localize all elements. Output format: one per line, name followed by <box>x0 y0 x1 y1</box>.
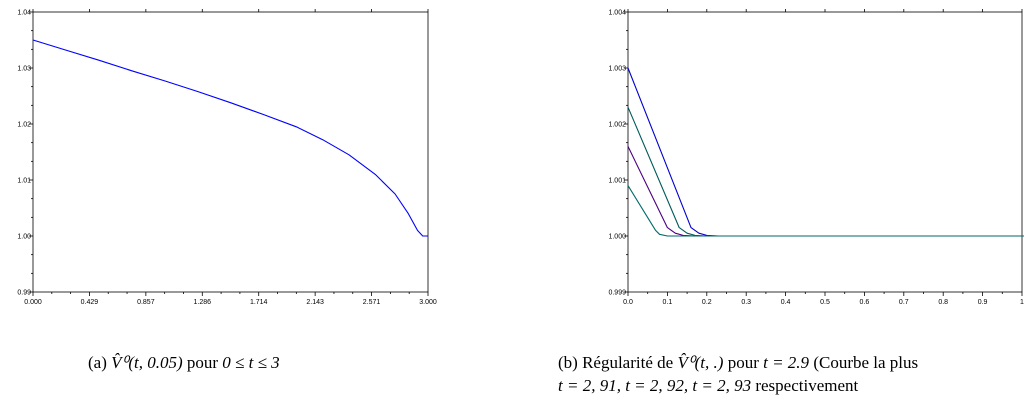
caption-a-label: (a) <box>88 353 107 372</box>
chart-a: 0.000 0.429 0.857 1.286 1.714 2.143 2.571 3.000… <box>17 9 437 306</box>
y-tick-label-b: 1.002 <box>608 122 626 129</box>
y-tick-label-b: 0.999 <box>608 290 626 297</box>
x-tick-label-b: 0.3 <box>741 299 751 306</box>
caption-a-math: V̂⁰(t, 0.05) <box>111 353 183 372</box>
caption-b-label: (b) <box>558 353 578 372</box>
x-tick-label-a: 1.286 <box>194 299 212 306</box>
series-line-b-1 <box>627 106 1024 237</box>
caption-b-math: V̂⁰(t, .) <box>677 353 724 372</box>
x-tick-label-b: 0.1 <box>663 299 673 306</box>
y-tick-label-b: 1.000 <box>608 234 626 241</box>
y-tick-label-b: 1.003 <box>608 66 626 73</box>
caption-b-pour: pour <box>727 353 759 372</box>
y-tick-label-a: 1.02 <box>17 122 31 129</box>
caption-b-tail2: respectivement <box>755 376 859 395</box>
y-tick-label-a: 1.00 <box>17 234 31 241</box>
series-line-a-0 <box>32 39 428 237</box>
series-line-b-3 <box>627 185 1024 237</box>
x-tick-label-a: 0.429 <box>81 299 99 306</box>
x-tick-label-a: 3.000 <box>419 299 437 306</box>
x-tick-label-b: 0.4 <box>781 299 791 306</box>
x-tick-label-b: 0.8 <box>938 299 948 306</box>
series-line-b-2 <box>627 146 1024 237</box>
plot-frame-a <box>32 11 429 293</box>
caption-b-text: Régularité de <box>582 353 674 372</box>
x-tick-label-a: 2.571 <box>363 299 381 306</box>
caption-b: (b) Régularité de V̂⁰(t, .) pour t = 2.9… <box>558 353 918 373</box>
caption-a-range: 0 ≤ t ≤ 3 <box>222 353 280 372</box>
chart-b: 0.0 0.1 0.2 0.3 0.4 0.5 0.6 0.7 0.8 0.9 1 0.999 1.00… <box>608 9 1024 306</box>
caption-a-pour: pour <box>186 353 219 372</box>
x-tick-label-b: 0.0 <box>623 299 633 306</box>
y-tick-label-a: 0.99 <box>17 290 31 297</box>
series-line-b-0 <box>627 67 1024 237</box>
x-tick-label-a: 0.000 <box>24 299 42 306</box>
y-tick-label-b: 1.001 <box>608 178 626 185</box>
x-tick-label-b: 0.6 <box>860 299 870 306</box>
x-tick-label-b: 0.2 <box>702 299 712 306</box>
caption-b-eq: t = 2.9 <box>763 353 810 372</box>
x-tick-label-a: 1.714 <box>250 299 268 306</box>
x-tick-label-b: 0.5 <box>820 299 830 306</box>
y-tick-label-a: 1.01 <box>17 178 31 185</box>
x-tick-label-a: 2.143 <box>306 299 324 306</box>
caption-b-tail: (Courbe la plus <box>813 353 919 372</box>
x-tick-label-b: 1 <box>1020 299 1024 306</box>
x-tick-label-b: 0.7 <box>899 299 909 306</box>
x-tick-label-b: 0.9 <box>978 299 988 306</box>
x-tick-label-a: 0.857 <box>137 299 155 306</box>
y-tick-label-a: 1.04 <box>17 10 31 17</box>
caption-a: (a) V̂⁰(t, 0.05) pour 0 ≤ t ≤ 3 <box>88 353 280 373</box>
caption-b-line2: t = 2, 91, t = 2, 92, t = 2, 93 respecti… <box>558 376 858 396</box>
y-tick-label-b: 1.004 <box>608 10 626 17</box>
plot-frame-b <box>627 11 1023 293</box>
caption-b-eqs: t = 2, 91, t = 2, 92, t = 2, 93 <box>558 376 752 395</box>
y-tick-label-a: 1.03 <box>17 66 31 73</box>
